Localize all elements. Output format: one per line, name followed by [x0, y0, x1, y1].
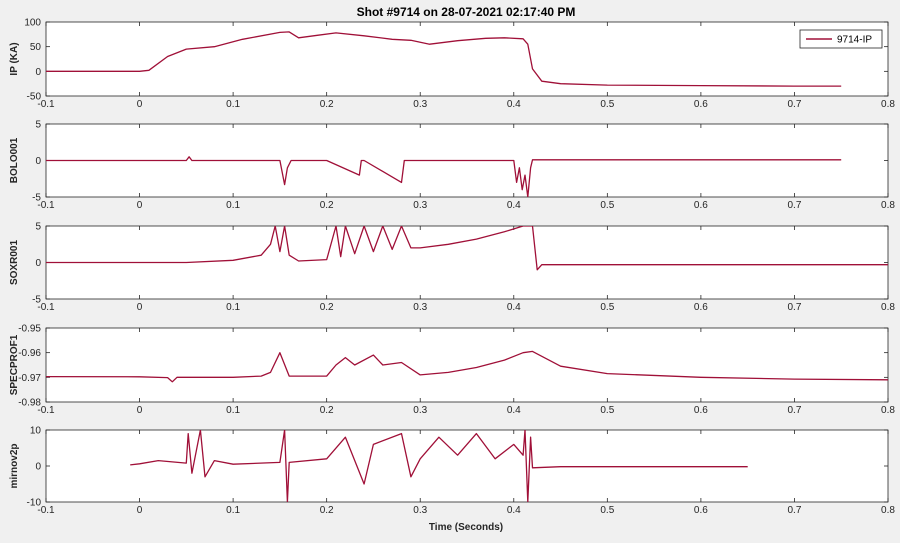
y-axis-label: IP (KA) [9, 42, 20, 75]
y-tick-label: 10 [30, 426, 42, 437]
y-tick-label: -0.98 [18, 398, 41, 409]
y-axis-label: SPECPROF1 [9, 334, 20, 395]
x-tick-label: 0.2 [320, 505, 334, 516]
x-tick-label: 0.1 [226, 505, 240, 516]
x-axis-label: Time (Seconds) [429, 522, 503, 533]
x-tick-label: 0.7 [787, 505, 801, 516]
x-tick-label: 0.6 [694, 200, 708, 211]
x-tick-label: 0.8 [881, 200, 895, 211]
x-tick-label: 0.7 [787, 200, 801, 211]
y-tick-label: 0 [35, 462, 41, 473]
y-tick-label: 5 [35, 222, 41, 233]
x-tick-label: 0.7 [787, 99, 801, 110]
x-tick-label: 0.8 [881, 302, 895, 313]
x-tick-label: -0.1 [37, 505, 55, 516]
y-tick-label: -0.95 [18, 324, 41, 335]
x-tick-label: 0.2 [320, 302, 334, 313]
axes-panel-4: -0.1 0 0.1 0.2 0.3 0.4 0.5 0.6 0.7 0.8 -0.98 -0.97 -… [9, 324, 895, 417]
x-tick-label: 0.6 [694, 99, 708, 110]
x-tick-label: 0.6 [694, 505, 708, 516]
x-tick-label: 0.5 [600, 99, 614, 110]
x-tick-label: 0 [137, 200, 143, 211]
x-tick-label: 0.5 [600, 302, 614, 313]
axes-panel-3: -0.1 0 0.1 0.2 0.3 0.4 0.5 0.6 0.7 0.8 -5 0 5 SOXR001 [9, 222, 895, 314]
x-tick-label: 0.7 [787, 302, 801, 313]
figure-title: Shot #9714 on 28-07-2021 02:17:40 PM [357, 5, 576, 19]
y-tick-label: 0 [35, 67, 41, 78]
y-tick-label: 0 [35, 156, 41, 167]
x-tick-label: 0.2 [320, 405, 334, 416]
y-axis-label: mirnov2p [9, 443, 20, 488]
legend-label: 9714-IP [837, 35, 872, 46]
y-axis-label: BOLO001 [9, 137, 20, 183]
x-tick-label: 0.8 [881, 505, 895, 516]
legend: 9714-IP [799, 29, 883, 49]
x-tick-label: 0.2 [320, 200, 334, 211]
x-tick-label: -0.1 [37, 302, 55, 313]
x-tick-label: 0.6 [694, 405, 708, 416]
x-tick-label: 0.4 [507, 99, 521, 110]
y-tick-label: -0.97 [18, 373, 41, 384]
x-tick-label: 0.3 [413, 302, 427, 313]
x-tick-label: -0.1 [37, 99, 55, 110]
x-tick-label: 0.5 [600, 200, 614, 211]
plot-area [45, 429, 889, 503]
x-tick-label: -0.1 [37, 405, 55, 416]
y-tick-label: -0.96 [18, 348, 41, 359]
x-tick-label: 0.6 [694, 302, 708, 313]
series-line-1 [46, 350, 888, 383]
x-tick-label: 0.3 [413, 405, 427, 416]
x-tick-label: 0 [137, 302, 143, 313]
x-tick-label: 0.5 [600, 405, 614, 416]
y-tick-label: -10 [27, 498, 42, 509]
x-tick-label: 0.8 [881, 99, 895, 110]
x-tick-label: 0.1 [226, 405, 240, 416]
y-tick-label: 0 [35, 258, 41, 269]
x-tick-label: 0 [137, 405, 143, 416]
plot-area [45, 327, 889, 403]
plot-area [45, 21, 889, 97]
series-line-1 [46, 31, 842, 87]
x-tick-label: 0.1 [226, 302, 240, 313]
x-tick-label: 0.3 [413, 99, 427, 110]
x-tick-label: 0.5 [600, 505, 614, 516]
y-tick-label: 100 [24, 18, 41, 29]
x-tick-label: 0.1 [226, 200, 240, 211]
series-line-1 [46, 226, 888, 271]
y-tick-label: -50 [27, 92, 42, 103]
x-tick-label: 0.7 [787, 405, 801, 416]
x-tick-label: 0.4 [507, 200, 521, 211]
y-axis-label: SOXR001 [9, 240, 20, 285]
legend-box [799, 29, 883, 49]
x-tick-label: 0.3 [413, 505, 427, 516]
y-tick-label: 5 [35, 120, 41, 131]
x-tick-label: 0.3 [413, 200, 427, 211]
x-tick-label: 0.4 [507, 405, 521, 416]
x-tick-label: -0.1 [37, 200, 55, 211]
x-tick-label: 0.4 [507, 302, 521, 313]
series-line-1 [130, 430, 748, 502]
series-line-1 [46, 156, 842, 197]
y-tick-label: -5 [32, 295, 41, 306]
x-tick-label: 0.8 [881, 405, 895, 416]
axes-panel-2: -0.1 0 0.1 0.2 0.3 0.4 0.5 0.6 0.7 0.8 -5 0 5 BOLO001 [9, 120, 895, 212]
x-tick-label: 0.2 [320, 99, 334, 110]
axes-panel-5: -0.1 0 0.1 0.2 0.3 0.4 0.5 0.6 0.7 0.8 -10 0 10 mirno… [9, 426, 895, 517]
y-tick-label: 50 [30, 42, 42, 53]
y-tick-label: -5 [32, 193, 41, 204]
x-tick-label: 0 [137, 99, 143, 110]
x-tick-label: 0 [137, 505, 143, 516]
x-tick-label: 0.1 [226, 99, 240, 110]
axes-container: -0.1 0 0.1 0.2 0.3 0.4 0.5 0.6 0.7 0.8-50050100IP… [9, 18, 895, 517]
axes-panel-1: -0.1 0 0.1 0.2 0.3 0.4 0.5 0.6 0.7 0.8 -50 0 50 100 IP… [9, 18, 895, 111]
x-tick-label: 0.4 [507, 505, 521, 516]
